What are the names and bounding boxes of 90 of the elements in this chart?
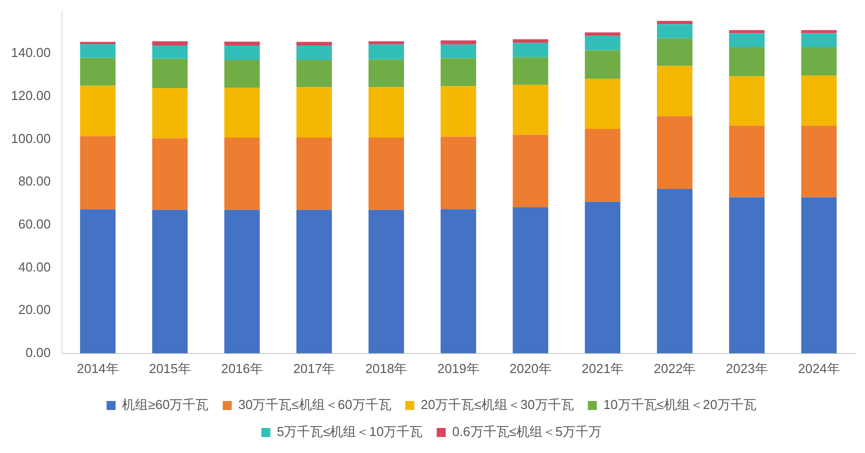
y-tick-label: 0.00	[25, 344, 51, 360]
x-tick-label: 2015年	[148, 360, 191, 376]
bar	[584, 32, 620, 36]
x-tick-label: 2021年	[582, 360, 624, 376]
x-tick-label: 2017年	[293, 360, 336, 376]
bar	[512, 39, 548, 43]
x-tick-label: 2019年	[437, 360, 480, 376]
bar	[801, 30, 837, 34]
bar	[440, 40, 476, 44]
bar	[224, 45, 260, 60]
x-tick-label: 2018年	[365, 360, 408, 376]
bar	[80, 209, 116, 354]
y-tick-label: 120.00	[10, 88, 51, 104]
bar	[584, 128, 620, 202]
bar	[80, 58, 116, 86]
bar	[512, 57, 548, 85]
bar	[729, 126, 765, 198]
bar	[440, 58, 476, 86]
bar	[801, 197, 837, 354]
bar	[584, 50, 620, 79]
bar	[512, 134, 548, 208]
bar	[440, 209, 476, 354]
bar	[296, 60, 332, 88]
bar	[368, 138, 404, 210]
legend-label: 10万千瓦≤机组＜20万千瓦	[603, 397, 756, 412]
bar	[801, 76, 837, 126]
bar	[368, 41, 404, 44]
bar	[368, 44, 404, 60]
bar	[296, 42, 332, 46]
bar	[152, 88, 188, 138]
x-tick-label: 2022年	[654, 360, 696, 376]
bar	[224, 138, 260, 210]
bar	[368, 210, 404, 354]
bar	[224, 42, 260, 46]
bar	[440, 136, 476, 210]
legend-label: 0.6万千瓦≤机组＜5万千万	[452, 424, 602, 440]
bar	[296, 210, 332, 354]
y-tick-label: 100.00	[10, 130, 51, 146]
legend-label: 机组≥60万千瓦	[122, 397, 209, 412]
bar	[224, 60, 260, 88]
bar	[152, 138, 188, 210]
bar	[152, 210, 188, 354]
x-tick-label: 2023年	[726, 360, 768, 376]
bar	[440, 44, 476, 58]
bar	[80, 44, 116, 58]
bar	[224, 88, 260, 138]
x-tick-label: 2014年	[76, 360, 119, 376]
bar	[584, 78, 620, 129]
bar	[729, 197, 765, 354]
bar	[729, 30, 765, 34]
y-tick-label: 80.00	[18, 174, 51, 189]
y-tick-label: 140.00	[10, 45, 51, 60]
bar	[801, 46, 837, 76]
bar	[224, 210, 260, 354]
bar	[368, 60, 404, 88]
legend-label: 5万千瓦≤机组＜10万千瓦	[276, 424, 423, 440]
bar	[440, 86, 476, 137]
bar	[729, 46, 765, 76]
bar	[801, 33, 837, 47]
bar	[729, 76, 765, 126]
bar	[656, 24, 692, 38]
bar	[656, 38, 692, 66]
bar	[656, 66, 692, 116]
x-tick-label: 2024年	[798, 360, 840, 376]
bar	[296, 45, 332, 60]
x-tick-label: 2020年	[510, 360, 552, 376]
bar	[152, 58, 188, 88]
y-tick-label: 20.00	[18, 302, 51, 318]
bar	[656, 20, 692, 24]
bar	[152, 45, 188, 59]
bar	[656, 116, 692, 189]
bar	[512, 207, 548, 354]
bar	[729, 33, 765, 47]
bar	[584, 36, 620, 50]
bar	[296, 138, 332, 210]
bar	[80, 86, 116, 136]
bar	[152, 41, 188, 46]
bar	[584, 202, 620, 354]
bar	[80, 136, 116, 210]
bar	[296, 87, 332, 138]
legend-label: 20万千瓦≤机组＜30万千瓦	[420, 397, 574, 412]
bar	[656, 188, 692, 354]
y-tick-label: 60.00	[18, 216, 51, 232]
x-tick-label: 2016年	[221, 360, 264, 376]
bar	[368, 87, 404, 138]
legend-label: 30万千瓦≤机组＜60万千瓦	[238, 397, 392, 412]
y-tick-label: 40.00	[18, 259, 51, 274]
bar	[512, 42, 548, 58]
bar	[801, 126, 837, 198]
bar	[512, 84, 548, 135]
